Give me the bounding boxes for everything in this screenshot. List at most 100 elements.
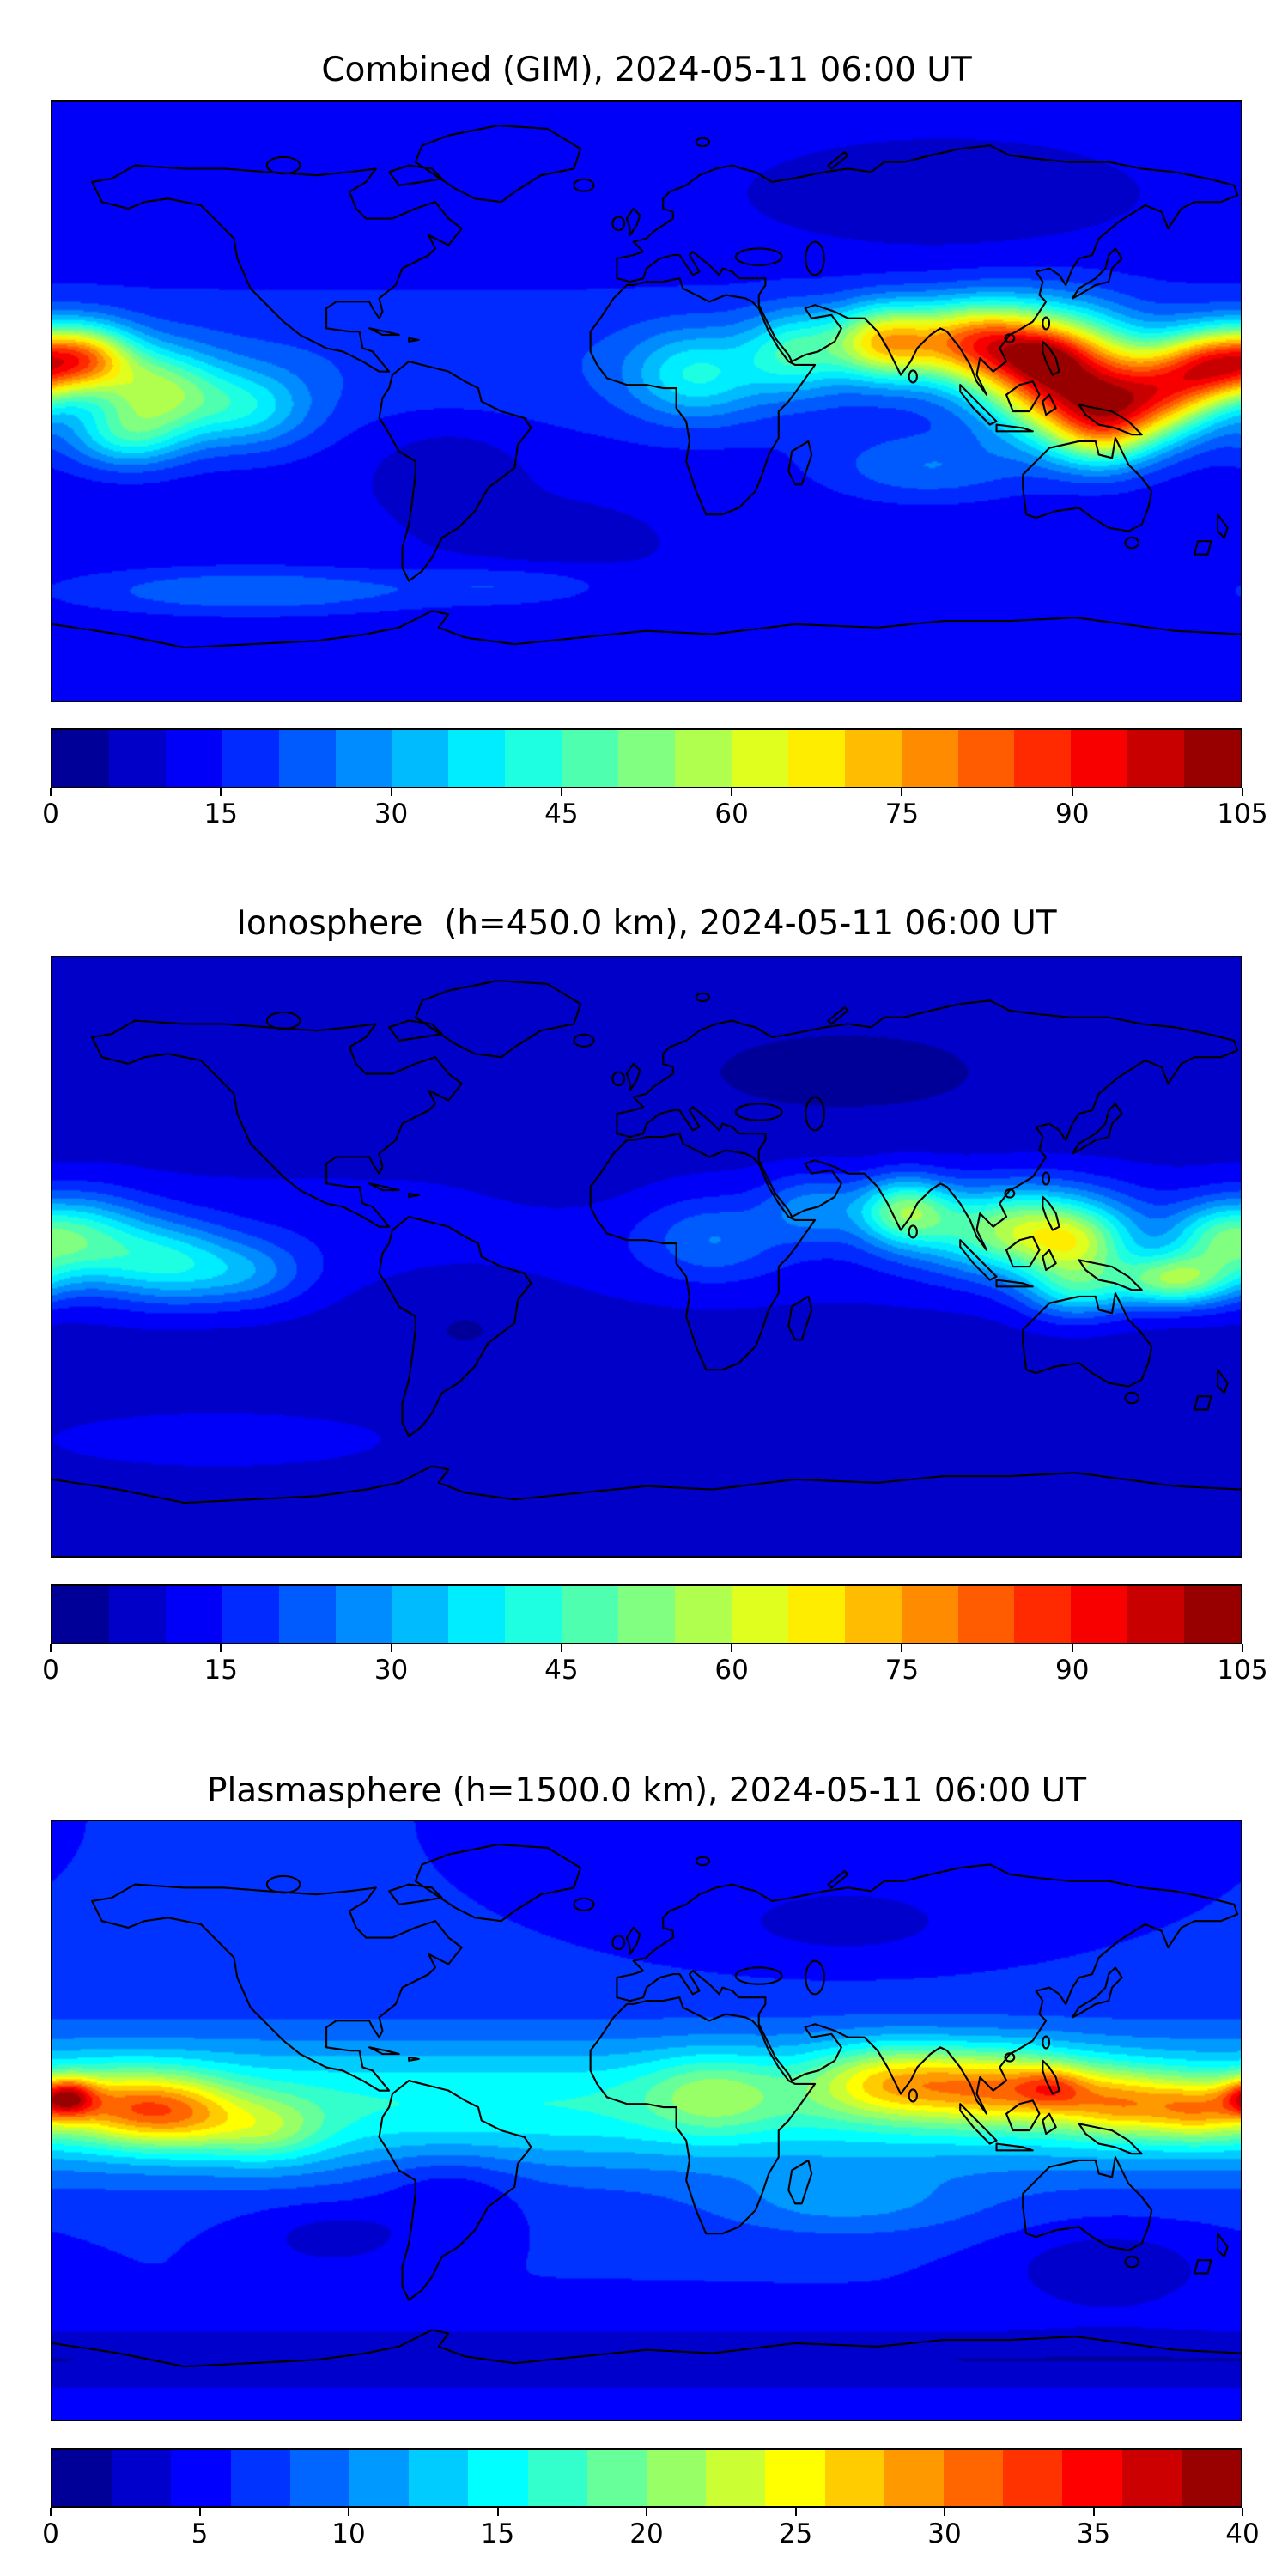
panel-title-combined: Combined (GIM), 2024-05-11 06:00 UT bbox=[321, 51, 972, 89]
colorbar-tick bbox=[50, 2508, 52, 2516]
colorbar-segment bbox=[1127, 730, 1185, 787]
colorbar-tick-label: 20 bbox=[629, 2518, 664, 2549]
colorbar-segment bbox=[957, 1586, 1015, 1643]
colorbar-segment bbox=[222, 1586, 279, 1643]
colorbar-segment bbox=[1121, 2450, 1182, 2506]
colorbar-segment bbox=[1003, 2450, 1063, 2506]
colorbar-segment bbox=[844, 1586, 902, 1643]
colorbar-segment bbox=[1071, 1586, 1128, 1643]
colorbar-segment bbox=[171, 2450, 231, 2506]
colorbar-tick bbox=[1242, 1644, 1243, 1652]
colorbar-tick-label: 30 bbox=[374, 799, 409, 829]
colorbar-segment bbox=[1127, 1586, 1185, 1643]
colorbar-tick-label: 30 bbox=[374, 1655, 409, 1686]
colorbar-tick-label: 45 bbox=[544, 799, 579, 829]
colorbar-segment bbox=[765, 2450, 825, 2506]
colorbar-tick-label: 5 bbox=[191, 2518, 209, 2549]
colorbar-segment bbox=[108, 730, 166, 787]
colorbar-tick-label: 60 bbox=[714, 1655, 749, 1686]
colorbar-tick bbox=[220, 788, 222, 796]
colorbar-tick bbox=[560, 788, 562, 796]
colorbar-segment bbox=[278, 730, 336, 787]
colorbar-tick-label: 90 bbox=[1054, 1655, 1090, 1686]
panel-title-ionosphere: Ionosphere (h=450.0 km), 2024-05-11 06:0… bbox=[236, 904, 1057, 943]
colorbar-tick bbox=[1242, 2508, 1243, 2516]
colorbar-ticks: 0 5 10 15 20 25 30 35 40 bbox=[42, 2508, 1260, 2553]
colorbar-segment bbox=[562, 1586, 619, 1643]
colorbar-segment bbox=[586, 2450, 647, 2506]
colorbar-tick bbox=[1242, 788, 1243, 796]
colorbar-segment bbox=[731, 1586, 788, 1643]
colorbar-segment bbox=[335, 1586, 392, 1643]
colorbar-segment bbox=[278, 1586, 336, 1643]
colorbar-segment bbox=[618, 730, 675, 787]
colorbar-segment bbox=[392, 730, 449, 787]
colorbar-tick-label: 15 bbox=[480, 2518, 515, 2549]
colorbar-tick-label: 0 bbox=[42, 2518, 59, 2549]
colorbar-tick-label: 105 bbox=[1217, 799, 1268, 829]
colorbar-tick-label: 35 bbox=[1076, 2518, 1111, 2549]
map-ionosphere bbox=[51, 956, 1242, 1558]
colorbar-tick bbox=[794, 2508, 797, 2516]
colorbar-tick-label: 90 bbox=[1054, 799, 1090, 829]
colorbar-segment bbox=[112, 2450, 172, 2506]
colorbar-segment bbox=[731, 730, 788, 787]
colorbar-segment bbox=[901, 1586, 958, 1643]
colorbar-segment bbox=[165, 1586, 222, 1643]
colorbar-tick bbox=[50, 788, 52, 796]
colorbar-segment bbox=[787, 730, 845, 787]
colorbar-segment bbox=[674, 1586, 732, 1643]
colorbar-segment bbox=[392, 1586, 449, 1643]
colorbar-segment bbox=[108, 1586, 166, 1643]
colorbar-segment bbox=[706, 2450, 766, 2506]
coastlines-overlay bbox=[52, 980, 1241, 1504]
colorbar-segment bbox=[1184, 730, 1242, 787]
colorbar-tick-label: 105 bbox=[1217, 1655, 1268, 1686]
colorbar-tick-label: 15 bbox=[204, 799, 239, 829]
colorbar-tick bbox=[50, 1644, 52, 1652]
colorbar-tick bbox=[646, 2508, 647, 2516]
colorbar-tick bbox=[390, 788, 392, 796]
colorbar-segment bbox=[824, 2450, 884, 2506]
colorbar-tick-label: 30 bbox=[927, 2518, 962, 2549]
colorbar-tick bbox=[1071, 1644, 1073, 1652]
colorbar-tick bbox=[560, 1644, 562, 1652]
colorbar-segment bbox=[1071, 730, 1128, 787]
colorbar-tick-label: 40 bbox=[1225, 2518, 1260, 2549]
colorbar-segment bbox=[957, 730, 1015, 787]
colorbar-segment bbox=[901, 730, 958, 787]
colorbar-segment bbox=[505, 730, 562, 787]
colorbar-tick bbox=[198, 2508, 201, 2516]
colorbar-segment bbox=[230, 2450, 290, 2506]
colorbar-tick-label: 25 bbox=[778, 2518, 813, 2549]
colorbar-tick bbox=[901, 1644, 903, 1652]
colorbar-segment bbox=[52, 730, 109, 787]
colorbar-tick-label: 45 bbox=[544, 1655, 579, 1686]
colorbar-segment bbox=[468, 2450, 528, 2506]
colorbar-tick-label: 60 bbox=[714, 799, 749, 829]
colorbar-ticks: 0 15 30 45 60 75 90 105 bbox=[42, 788, 1268, 833]
colorbar-segment bbox=[1014, 1586, 1072, 1643]
colorbar bbox=[51, 2448, 1242, 2508]
colorbar-segment bbox=[222, 730, 279, 787]
panel-title-plasmasphere: Plasmasphere (h=1500.0 km), 2024-05-11 0… bbox=[206, 1771, 1087, 1810]
colorbar-segment bbox=[349, 2450, 410, 2506]
colorbar-tick bbox=[1092, 2508, 1095, 2516]
colorbar-segment bbox=[562, 730, 619, 787]
colorbar-tick bbox=[944, 2508, 945, 2516]
colorbar-segment bbox=[618, 1586, 675, 1643]
colorbar-segment bbox=[52, 1586, 109, 1643]
colorbar-tick-label: 75 bbox=[884, 1655, 920, 1686]
colorbar-segment bbox=[787, 1586, 845, 1643]
colorbar-tick bbox=[1071, 788, 1073, 796]
colorbar-segment bbox=[844, 730, 902, 787]
colorbar-segment bbox=[884, 2450, 945, 2506]
colorbar-segment bbox=[527, 2450, 587, 2506]
colorbar-segment bbox=[289, 2450, 350, 2506]
colorbar-tick-label: 0 bbox=[42, 1655, 59, 1686]
colorbar-segment bbox=[674, 730, 732, 787]
colorbar bbox=[51, 728, 1242, 788]
colorbar-tick-label: 75 bbox=[884, 799, 920, 829]
colorbar-segment bbox=[1062, 2450, 1122, 2506]
